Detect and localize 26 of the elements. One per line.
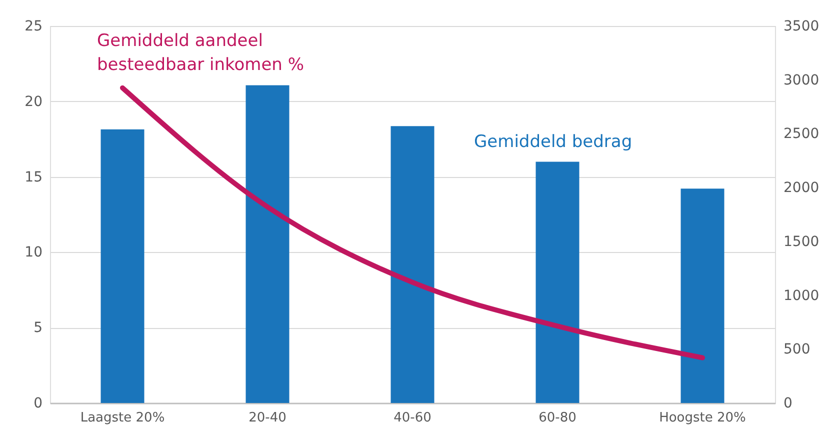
- bar: [390, 126, 434, 403]
- y-tick-label: 20: [24, 94, 42, 110]
- y2-tick-label: 0: [784, 396, 792, 412]
- x-tick-label: Laagste 20%: [80, 410, 165, 426]
- y2-tick-label: 500: [784, 342, 810, 358]
- bar: [680, 188, 724, 403]
- y-tick-label: 25: [24, 18, 42, 34]
- bar: [536, 162, 580, 403]
- y2-tick-label: 3000: [784, 72, 820, 88]
- y-tick-label: 5: [34, 320, 42, 336]
- y-tick-label: 10: [24, 244, 42, 261]
- y2-tick-label: 1500: [784, 234, 820, 250]
- x-tick-label: 20-40: [248, 410, 286, 426]
- y-tick-label: 15: [24, 169, 42, 186]
- x-tick-label: Hoogste 20%: [659, 410, 746, 426]
- y2-tick-label: 2500: [784, 126, 820, 142]
- bar: [246, 85, 290, 403]
- y2-tick-label: 1000: [784, 288, 820, 304]
- x-tick-label: 60-80: [538, 410, 576, 426]
- x-tick-label: 40-60: [394, 410, 432, 426]
- y2-tick-label: 3500: [784, 18, 820, 34]
- y2-tick-label: 2000: [784, 180, 820, 196]
- series-label: Gemiddeld aandeel besteedbaar inkomen %: [97, 31, 304, 75]
- y-tick-label: 0: [34, 396, 42, 412]
- series-label: Gemiddeld bedrag: [474, 132, 632, 152]
- bar: [100, 129, 144, 403]
